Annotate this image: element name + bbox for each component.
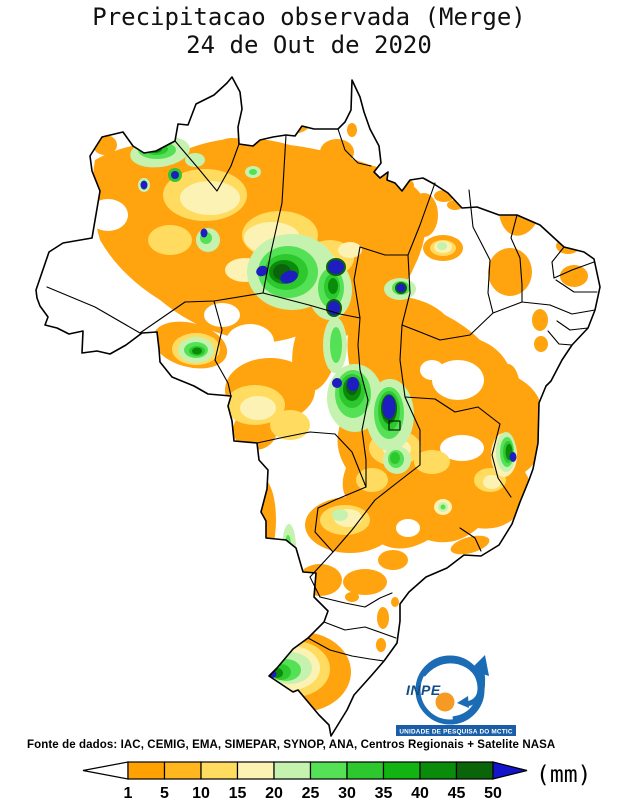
legend-color-box [419, 761, 458, 780]
state-borders [46, 128, 598, 662]
inpe-swirl-arrowhead [457, 696, 469, 708]
legend-tick-label: 35 [375, 785, 393, 800]
legend-tick-label: 1 [124, 785, 133, 800]
inpe-logo: INPE UNIDADE DE PESQUISA DO MCTIC [396, 655, 516, 736]
legend-tick-label: 45 [448, 785, 466, 800]
legend-overflow-arrow [492, 761, 528, 780]
legend-tick-label: 5 [160, 785, 169, 800]
inpe-banner-text: UNIDADE DE PESQUISA DO MCTIC [399, 728, 512, 735]
legend-unit-label: (mm) [536, 762, 592, 788]
inpe-banner-bar [396, 725, 516, 736]
page-title: Precipitacao observada (Merge) 24 de Out… [0, 3, 618, 59]
title-line-2: 24 de Out de 2020 [186, 31, 432, 59]
legend-tick-label: 10 [192, 785, 210, 800]
inpe-big-arrow-head [470, 655, 489, 676]
legend-color-box [127, 761, 166, 780]
legend-tick-label: 20 [265, 785, 283, 800]
legend-tick-label: 40 [411, 785, 429, 800]
legend-color-box [309, 761, 348, 780]
legend-color-box [382, 761, 421, 780]
inpe-acronym: INPE [406, 682, 441, 698]
inpe-orange-ball [435, 692, 455, 712]
legend-underflow-arrow [82, 761, 129, 780]
legend-color-box [273, 761, 312, 780]
brazil-outline [35, 76, 601, 737]
color-scale-legend: 1 5 10 15 20 25 30 35 40 45 50 [82, 761, 528, 800]
legend-color-box [200, 761, 239, 780]
legend-tick-label: 30 [338, 785, 356, 800]
legend-tick-label: 15 [229, 785, 247, 800]
inpe-big-arrow-stem [452, 671, 486, 724]
data-source-label: Fonte de dados: IAC, CEMIG, EMA, SIMEPAR… [27, 739, 556, 751]
legend-tick-label: 25 [302, 785, 320, 800]
title-line-1: Precipitacao observada (Merge) [92, 3, 526, 31]
legend-color-box [455, 761, 494, 780]
legend-color-box [346, 761, 385, 780]
legend-color-box [163, 761, 202, 780]
precip-dry-holes [88, 199, 484, 537]
legend-color-box [236, 761, 275, 780]
legend-tick-label: 50 [484, 785, 502, 800]
